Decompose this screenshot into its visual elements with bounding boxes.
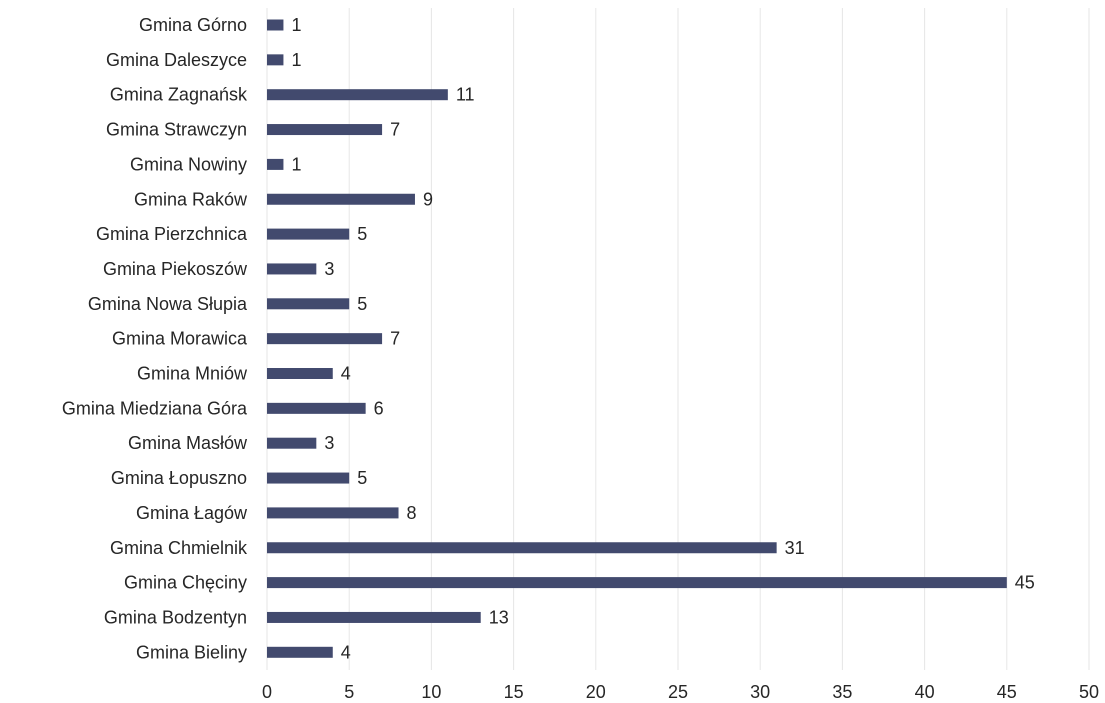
data-label: 4 [341,642,351,662]
x-tick-label: 0 [262,682,272,702]
category-label: Gmina Morawica [112,329,248,349]
category-label: Gmina Zagnańsk [110,85,248,105]
data-label: 4 [341,364,351,384]
bar [267,158,284,170]
bar [267,19,284,31]
data-label: 5 [357,468,367,488]
data-label: 9 [423,189,433,209]
data-label: 3 [324,259,334,279]
bar [267,437,317,449]
bar [267,54,284,66]
category-label: Gmina Nowiny [130,154,247,174]
category-label: Gmina Łagów [136,503,248,523]
x-tick-label: 35 [832,682,852,702]
bar [267,89,448,101]
bar [267,577,1007,589]
bar [267,402,366,414]
bars [267,19,1007,658]
bar [267,368,333,379]
category-label: Gmina Chmielnik [110,538,248,558]
category-label: Gmina Masłów [128,433,248,453]
category-label: Gmina Bodzentyn [104,607,247,627]
bar [267,193,415,205]
bar [267,507,399,519]
x-tick-label: 10 [421,682,441,702]
bar [267,228,350,240]
x-tick-label: 40 [915,682,935,702]
data-label: 45 [1015,573,1035,593]
data-label: 5 [357,294,367,314]
category-labels: Gmina Górno Gmina Daleszyce Gmina Zagnańsk… [62,15,248,662]
x-tick-label: 20 [586,682,606,702]
data-label: 6 [374,398,384,418]
bar [267,646,333,658]
category-label: Gmina Pierzchnica [96,224,248,244]
category-label: Gmina Strawczyn [106,120,247,140]
data-label: 7 [390,329,400,349]
category-label: Gmina Mniów [137,364,248,384]
x-tick-label: 50 [1079,682,1099,702]
x-tick-label: 25 [668,682,688,702]
data-label: 1 [291,15,301,35]
x-tick-label: 5 [344,682,354,702]
data-label: 11 [456,85,475,105]
gridlines [266,8,1090,670]
bar [267,472,350,484]
x-axis-ticks: 0 5 10 15 20 25 30 35 40 45 50 [262,682,1099,702]
data-label: 13 [489,607,509,627]
category-label: Gmina Chęciny [124,573,247,593]
data-label: 3 [324,433,334,453]
category-label: Gmina Bieliny [136,642,247,662]
bar [267,542,777,554]
data-label: 1 [291,154,301,174]
category-label: Gmina Łopuszno [111,468,247,488]
x-tick-label: 30 [750,682,770,702]
bar [267,298,350,310]
data-label: 5 [357,224,367,244]
bar [267,611,481,623]
x-tick-label: 15 [504,682,524,702]
x-tick-label: 45 [997,682,1017,702]
data-label: 7 [390,120,400,140]
bar [267,124,383,136]
data-label: 31 [785,538,805,558]
category-label: Gmina Raków [134,189,248,209]
data-label: 8 [407,503,417,523]
bar [267,333,383,345]
category-label: Gmina Nowa Słupia [88,294,248,314]
bar [267,263,317,275]
data-label: 1 [291,50,301,70]
category-label: Gmina Daleszyce [106,50,247,70]
category-label: Gmina Górno [139,15,247,35]
category-label: Gmina Piekoszów [103,259,248,279]
category-label: Gmina Miedziana Góra [62,398,248,418]
